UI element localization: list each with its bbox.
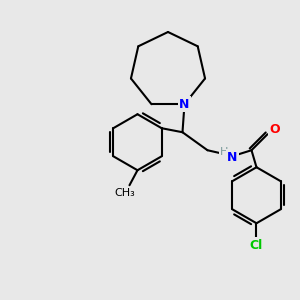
Text: N: N bbox=[227, 151, 238, 164]
Text: Cl: Cl bbox=[250, 239, 263, 252]
Text: H: H bbox=[220, 147, 229, 157]
Text: O: O bbox=[269, 123, 280, 136]
Text: CH₃: CH₃ bbox=[114, 188, 135, 198]
Text: N: N bbox=[179, 98, 190, 111]
